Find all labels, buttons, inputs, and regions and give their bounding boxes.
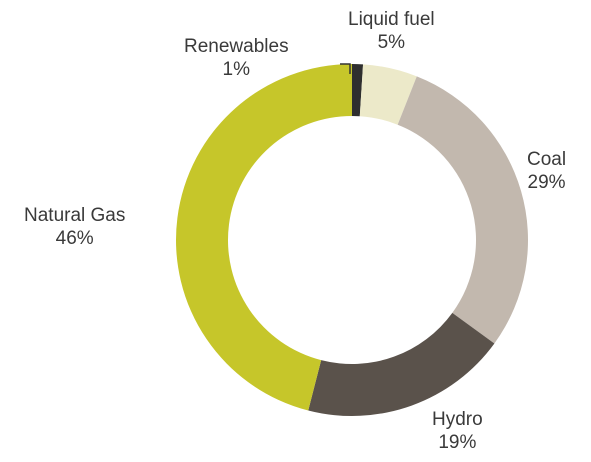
slice-liquid-fuel (359, 64, 417, 125)
label-natural-gas-name: Natural Gas (24, 205, 126, 226)
label-natural-gas-value: 46% (55, 228, 94, 249)
slice-renewables (352, 64, 364, 117)
label-coal-name: Coal (527, 149, 567, 170)
label-liquid-fuel-name: Liquid fuel (348, 9, 435, 30)
label-hydro-value: 19% (438, 432, 477, 453)
donut-slices (175, 64, 528, 417)
label-renewables-value: 1% (222, 59, 251, 80)
label-renewables-name: Renewables (184, 36, 289, 57)
label-coal-value: 29% (527, 172, 566, 193)
slice-coal (397, 76, 528, 344)
label-coal: Coal 29% (527, 148, 566, 194)
label-liquid-fuel-value: 5% (377, 32, 406, 53)
label-renewables: Renewables 1% (184, 35, 289, 81)
label-natural-gas: Natural Gas 46% (24, 204, 125, 250)
label-liquid-fuel: Liquid fuel 5% (348, 8, 435, 54)
slice-natural-gas (175, 64, 352, 411)
label-hydro-name: Hydro (432, 409, 483, 430)
label-hydro: Hydro 19% (432, 408, 483, 454)
slice-hydro (308, 312, 495, 417)
renewables-leader-line (340, 63, 351, 74)
